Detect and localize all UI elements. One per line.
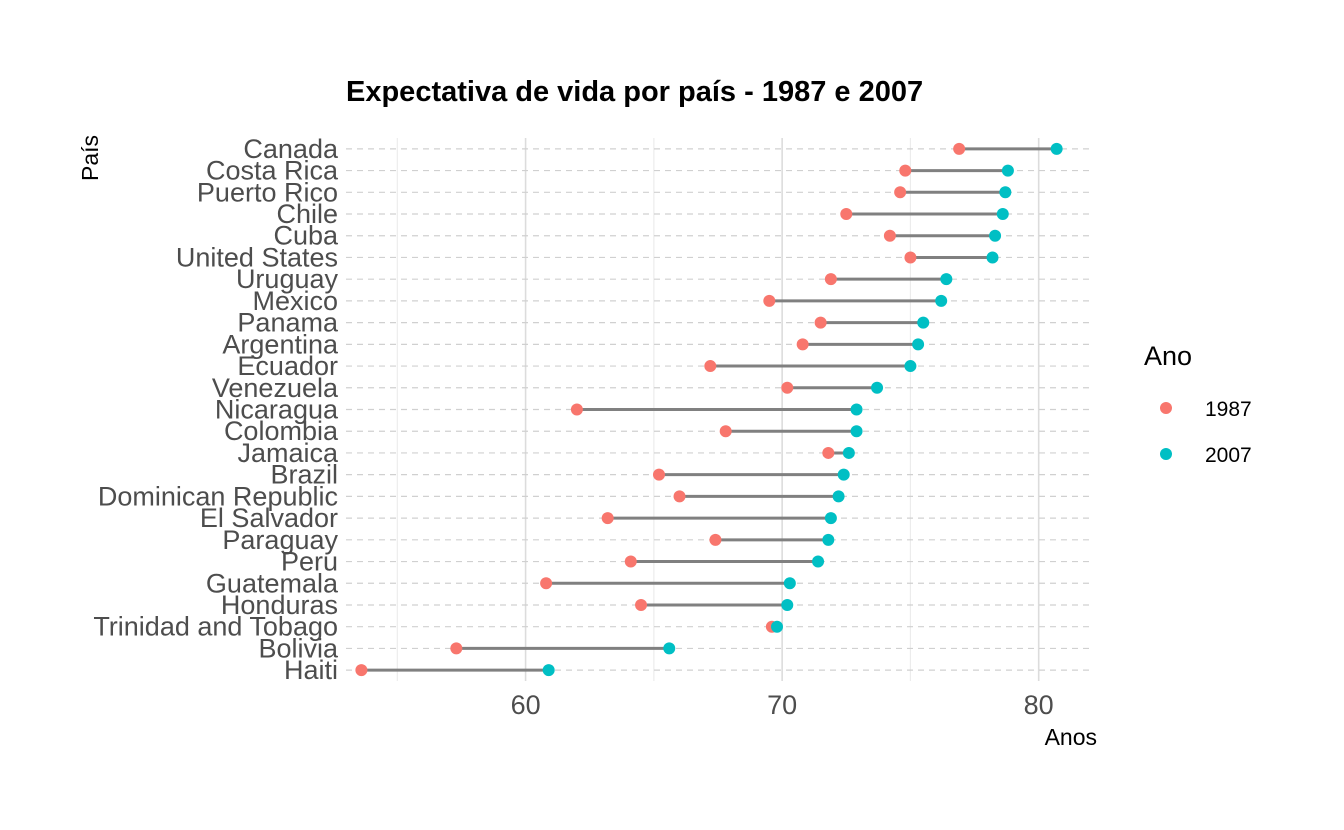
legend-entries: 1987 2007: [1160, 398, 1252, 467]
y-tick-label: Panama: [237, 308, 339, 338]
point-2007: [850, 403, 863, 416]
point-1987: [601, 512, 614, 525]
point-2007: [812, 555, 825, 568]
point-1987: [814, 316, 827, 329]
y-tick-label: Argentina: [222, 329, 339, 359]
point-1987: [840, 208, 853, 221]
point-1987: [355, 664, 368, 677]
point-1987: [883, 229, 896, 242]
point-1987: [652, 468, 665, 481]
y-tick-label: Colombia: [224, 416, 339, 446]
point-1987: [904, 251, 917, 264]
point-2007: [842, 446, 855, 459]
point-2007: [822, 533, 835, 546]
y-axis-title: País: [77, 135, 103, 181]
legend-key-2007: [1160, 448, 1172, 460]
point-2007: [542, 664, 555, 677]
point-2007: [1050, 142, 1063, 155]
y-tick-label: Ecuador: [237, 351, 338, 381]
point-2007: [771, 620, 784, 633]
point-2007: [1001, 164, 1014, 177]
point-1987: [450, 642, 463, 655]
point-1987: [704, 360, 717, 373]
y-tick-label: Costa Rica: [206, 156, 339, 186]
point-2007: [986, 251, 999, 264]
point-1987: [899, 164, 912, 177]
y-tick-label: Uruguay: [236, 264, 339, 294]
y-tick-label: Trinidad and Tobago: [93, 612, 338, 642]
y-tick-label: Venezuela: [212, 373, 339, 403]
x-tick-label: 80: [1024, 690, 1054, 720]
legend: Ano 1987 2007: [1144, 341, 1252, 467]
legend-label-1987: 1987: [1205, 398, 1252, 421]
y-tick-label: Nicaragua: [215, 395, 339, 425]
y-tick-label: Dominican Republic: [98, 481, 338, 511]
point-2007: [832, 490, 845, 503]
point-2007: [663, 642, 676, 655]
x-tick-label: 70: [767, 690, 797, 720]
point-2007: [783, 577, 796, 590]
point-2007: [904, 360, 917, 373]
y-tick-label: Cuba: [273, 221, 339, 251]
point-1987: [781, 381, 794, 394]
x-axis-ticks: 60 70 80: [511, 690, 1054, 720]
y-tick-label: Canada: [243, 134, 339, 164]
point-1987: [540, 577, 553, 590]
point-2007: [940, 273, 953, 286]
y-tick-label: United States: [176, 242, 338, 272]
y-tick-label: Puerto Rico: [197, 177, 338, 207]
y-tick-label: Haiti: [284, 655, 338, 685]
y-tick-label: Chile: [276, 199, 338, 229]
point-1987: [894, 186, 907, 199]
y-tick-label: Brazil: [270, 460, 338, 490]
data-points: [355, 142, 1063, 677]
point-1987: [570, 403, 583, 416]
point-2007: [996, 208, 1009, 221]
y-tick-label: Guatemala: [206, 568, 339, 598]
x-axis-title: Anos: [1045, 724, 1097, 750]
y-tick-label: Jamaica: [237, 438, 339, 468]
point-2007: [935, 294, 948, 307]
point-1987: [624, 555, 637, 568]
point-2007: [989, 229, 1002, 242]
connectors: [361, 147, 1057, 672]
point-1987: [824, 273, 837, 286]
point-1987: [635, 598, 648, 611]
legend-title: Ano: [1144, 341, 1192, 371]
legend-key-1987: [1160, 402, 1172, 414]
point-2007: [871, 381, 884, 394]
point-2007: [837, 468, 850, 481]
legend-label-2007: 2007: [1205, 444, 1252, 467]
point-1987: [673, 490, 686, 503]
chart-title: Expectativa de vida por país - 1987 e 20…: [346, 76, 923, 108]
y-tick-label: Honduras: [221, 590, 338, 620]
point-2007: [999, 186, 1012, 199]
point-2007: [917, 316, 930, 329]
point-2007: [850, 425, 863, 438]
y-tick-label: Paraguay: [222, 525, 338, 555]
grid: [346, 138, 1090, 681]
x-tick-label: 60: [511, 690, 541, 720]
point-1987: [763, 294, 776, 307]
point-1987: [709, 533, 722, 546]
point-1987: [796, 338, 809, 351]
y-tick-label: Mexico: [252, 286, 338, 316]
point-2007: [781, 598, 794, 611]
point-2007: [912, 338, 925, 351]
y-tick-label: Peru: [281, 547, 338, 577]
y-tick-label: Bolivia: [258, 633, 339, 663]
point-1987: [822, 446, 835, 459]
point-2007: [824, 512, 837, 525]
y-tick-label: El Salvador: [200, 503, 338, 533]
point-1987: [953, 142, 966, 155]
point-1987: [719, 425, 732, 438]
